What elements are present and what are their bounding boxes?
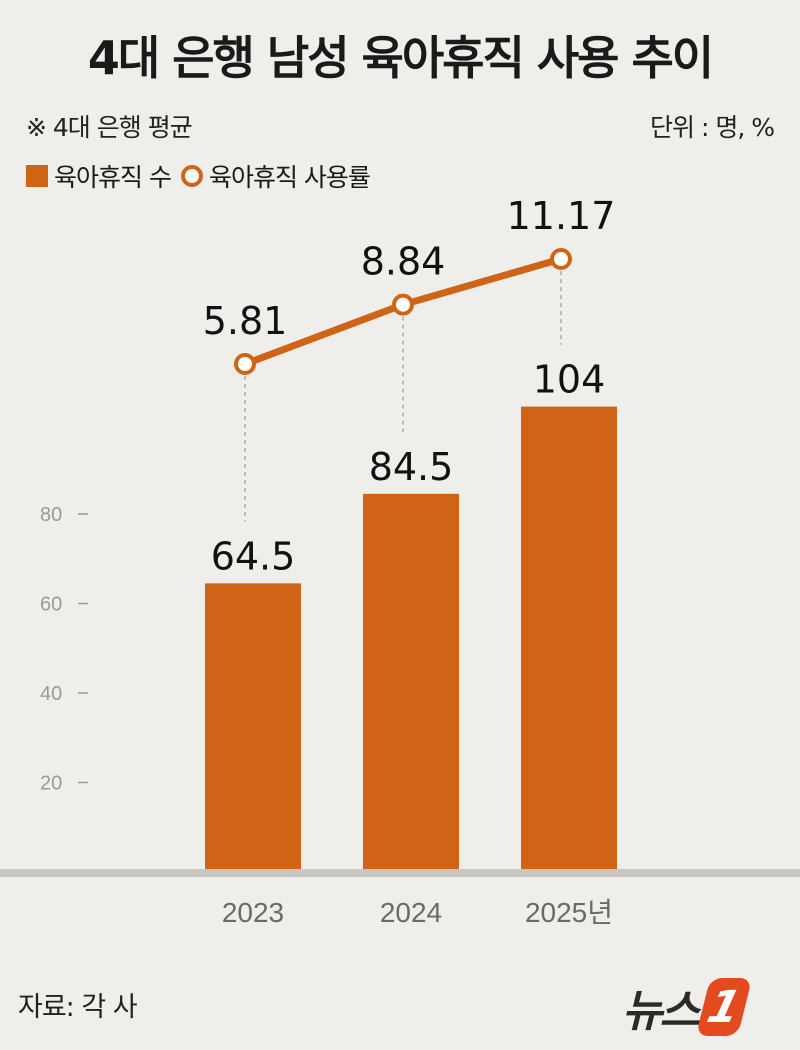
chart-note: ※ 4대 은행 평균 — [26, 113, 193, 142]
y-tick-label: 80 — [40, 504, 62, 526]
legend-bar-swatch — [26, 165, 48, 187]
legend: 육아휴직 수 육아휴직 사용률 — [26, 158, 371, 194]
rate-value-label: 5.81 — [203, 299, 288, 343]
bar-2024 — [363, 493, 459, 872]
rate-point — [392, 293, 414, 316]
chart-title: 4대 은행 남성 육아휴직 사용 추이 — [87, 31, 714, 85]
legend-line-swatch — [180, 165, 203, 187]
bar-value-label: 84.5 — [369, 445, 454, 489]
chart-area: 20 40 60 80 64.5 2023 84.5 2024 104 2025년 5.81 8.84… — [0, 194, 800, 928]
bar-2023 — [205, 583, 301, 872]
source-label: 자료: 각 사 — [18, 992, 138, 1023]
x-tick-label: 2025년 — [525, 897, 613, 928]
unit-label: 단위 : 명, % — [650, 113, 775, 142]
rate-value-label: 11.17 — [507, 194, 616, 238]
news1-logo: 뉴스 1 — [622, 975, 753, 1039]
x-axis-baseline — [0, 869, 800, 877]
rate-point — [234, 353, 256, 375]
y-tick-label: 20 — [40, 773, 62, 795]
bar-value-label: 104 — [533, 358, 606, 402]
x-tick-label: 2024 — [380, 897, 442, 928]
y-tick-label: 60 — [40, 594, 62, 616]
rate-point — [550, 247, 572, 270]
bar-2025년 — [521, 406, 617, 872]
bar-value-label: 64.5 — [211, 534, 296, 578]
logo-mark: 1 — [695, 978, 753, 1036]
legend-bar-label: 육아휴직 수 — [54, 163, 172, 192]
rate-value-label: 8.84 — [361, 240, 446, 284]
legend-line-label: 육아휴직 사용률 — [208, 163, 371, 192]
y-tick-label: 40 — [40, 683, 62, 705]
logo-text: 뉴스 — [622, 986, 700, 1037]
x-tick-label: 2023 — [222, 897, 284, 928]
